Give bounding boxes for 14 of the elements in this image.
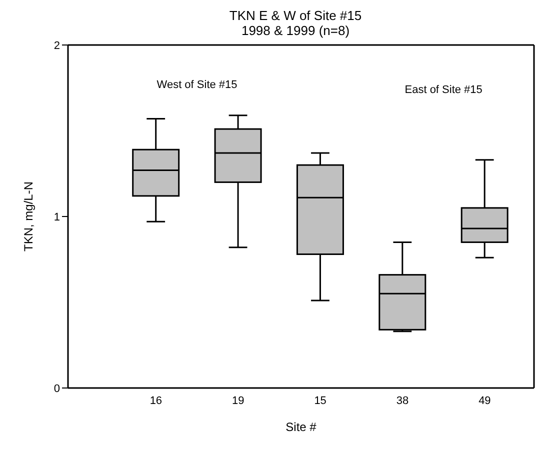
x-tick-label: 16 <box>150 394 162 407</box>
y-tick-label: 1 <box>54 211 60 224</box>
annotation: East of Site #15 <box>404 84 482 96</box>
x-tick-label: 19 <box>232 394 244 407</box>
x-tick-label: 38 <box>396 394 409 407</box>
y-axis-title: TKN, mg/L-N <box>21 181 36 252</box>
annotation: West of Site #15 <box>156 78 238 91</box>
x-axis-title: Site # <box>286 420 317 434</box>
x-tick-label: 49 <box>478 394 491 407</box>
y-tick-label: 2 <box>54 40 60 52</box>
x-tick-label: 15 <box>314 394 326 407</box>
y-tick-label: 0 <box>54 382 60 395</box>
chart-title: TKN E & W of Site #15 <box>228 8 363 23</box>
chart-subtitle: 1998 & 1999 (n=8) <box>240 23 351 38</box>
